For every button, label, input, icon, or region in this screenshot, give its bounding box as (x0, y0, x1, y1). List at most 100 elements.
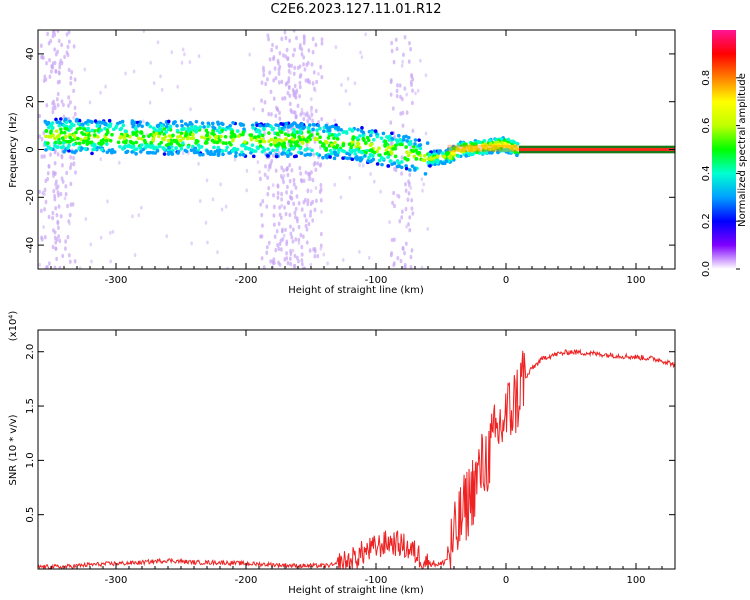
spectrogram-noise-blob (302, 111, 306, 116)
spectrogram-band-blob (111, 127, 116, 132)
spectrogram-band-blob (304, 139, 309, 143)
spectrogram-noise-blob (271, 42, 274, 48)
spectrogram-band-blob (178, 143, 182, 148)
spectrogram-noise-blob (47, 163, 51, 169)
spectrogram-noise-blob (73, 77, 77, 82)
spectrogram-noise-blob (44, 199, 48, 205)
spectrogram-noise-blob (316, 253, 320, 259)
spectrogram-band-blob (405, 150, 409, 154)
spectrogram-band-blob (365, 135, 370, 140)
spectrogram-band-blob (483, 142, 488, 147)
spectrogram-noise-blob (287, 85, 291, 91)
spectrogram-noise-blob (132, 69, 136, 74)
spectrogram-band-blob (269, 143, 273, 147)
spectrogram-band-blob (181, 126, 186, 131)
spectrogram-band-blob (267, 131, 271, 135)
spectrogram-y-tick-label: 20 (25, 95, 36, 108)
spectrogram-band-blob (230, 149, 235, 153)
spectrogram-noise-blob (398, 83, 402, 88)
spectrogram-band-blob (397, 161, 401, 166)
spectrogram-band-blob (133, 120, 137, 125)
spectrogram-band-blob (103, 136, 108, 140)
spectrogram-band-blob (298, 137, 303, 142)
spectrogram-band-blob (194, 119, 199, 124)
spectrogram-noise-blob (281, 53, 285, 58)
snr-x-ticks: -300 -200 -100 0 100 (50, 330, 676, 586)
spectrogram-noise-blob (57, 225, 60, 230)
spectrogram-noise-blob (316, 161, 320, 166)
spectrogram-noise-blob (46, 31, 50, 37)
spectrogram-band-blob (506, 137, 511, 142)
spectrogram-band-blob (441, 154, 445, 158)
spectrogram-noise-blob (55, 256, 59, 262)
spectrogram-noise-blob (307, 177, 311, 182)
spectrogram-band-blob (414, 157, 419, 161)
spectrogram-noise-blob (311, 178, 315, 183)
spectrogram-noise-blob (206, 240, 209, 245)
spectrogram-noise-blob (271, 153, 275, 158)
spectrogram-band-blob (324, 148, 329, 152)
spectrogram-band-blob (364, 141, 368, 145)
spectrogram-noise-blob (219, 182, 222, 187)
spectrogram-band-blob (274, 154, 279, 159)
spectrogram-noise-blob (401, 123, 405, 128)
spectrogram-band-blob (417, 151, 421, 155)
spectrogram-noise-blob (309, 262, 313, 267)
spectrogram-noise-blob (420, 265, 424, 269)
spectrogram-band-blob (426, 160, 431, 165)
spectrogram-noise-blob (271, 183, 275, 188)
spectrogram-noise-blob (309, 189, 313, 194)
spectrogram-band-blob (414, 148, 418, 152)
spectrogram-noise-blob (291, 239, 295, 244)
spectrogram-band-blob (381, 156, 386, 161)
spectrogram-band-blob (176, 149, 181, 154)
spectrogram-noise-blob (170, 50, 174, 55)
spectrogram-band-blob (232, 146, 237, 151)
spectrogram-band-blob (174, 146, 178, 150)
spectrogram-band-blob (317, 126, 322, 131)
spectrogram-noise-blob (149, 60, 152, 65)
spectrogram-noise-blob (43, 154, 46, 159)
spectrogram-noise-blob (190, 241, 193, 246)
spectrogram-band-blob (189, 125, 194, 129)
spectrogram-band-blob (274, 143, 278, 148)
spectrogram-noise-blob (408, 215, 412, 220)
spectrogram-noise-blob (400, 215, 404, 220)
spectrogram-noise-blob (274, 76, 278, 81)
spectrogram-band-blob (118, 135, 123, 139)
spectrogram-band-blob (199, 135, 204, 139)
spectrogram-noise-blob (392, 262, 396, 268)
spectrogram-noise-blob (54, 246, 58, 251)
spectrogram-noise-blob (409, 47, 413, 52)
spectrogram-noise-blob (304, 223, 308, 229)
spectrogram-band-blob (157, 144, 162, 149)
spectrogram-noise-blob (314, 108, 318, 114)
spectrogram-band-blob (59, 145, 64, 150)
spectrogram-band-blob (487, 150, 492, 155)
spectrogram-noise-blob (65, 50, 69, 55)
spectrogram-band-blob (335, 137, 340, 141)
spectrogram-band-blob (341, 130, 346, 135)
spectrogram-noise-blob (419, 58, 422, 63)
spectrogram-noise-blob (290, 190, 293, 195)
spectrogram-noise-blob (56, 91, 60, 97)
spectrogram-noise-blob (287, 76, 291, 81)
spectrogram-noise-blob (280, 197, 284, 202)
spectrogram-noise-blob (265, 204, 269, 209)
spectrogram-band-blob (146, 151, 151, 155)
spectrogram-noise-blob (264, 164, 267, 169)
spectrogram-band-blob (456, 142, 461, 147)
spectrogram-noise-blob (291, 248, 295, 253)
spectrogram-band-blob (58, 140, 63, 145)
spectrogram-band-blob (200, 121, 205, 126)
spectrogram-noise-blob (318, 163, 322, 168)
spectrogram-noise-blob (291, 227, 295, 232)
spectrogram-band-blob (105, 142, 109, 146)
spectrogram-band-blob (326, 136, 331, 140)
spectrogram-band-blob (210, 121, 215, 126)
spectrogram-band-blob (361, 137, 366, 141)
spectrogram-noise-blob (261, 223, 264, 228)
spectrogram-band-blob (370, 130, 374, 135)
spectrogram-noise-blob (51, 65, 55, 70)
spectrogram-noise-blob (289, 224, 292, 229)
